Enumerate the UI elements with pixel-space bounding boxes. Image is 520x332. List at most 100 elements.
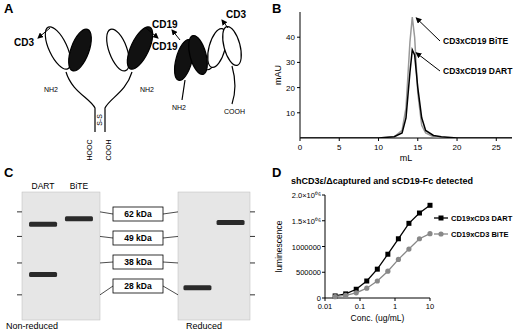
x-axis-label: mL <box>400 153 413 163</box>
y-tick <box>322 246 325 247</box>
x-tick-label: 15 <box>413 143 422 152</box>
panel-b: 051015202510203040mLmAUCD3xCD19 BiTECD3x… <box>273 12 513 163</box>
chart-title: shCD3ε/Δcaptured and sCD19-Fc detected <box>291 176 473 186</box>
x-tick <box>378 138 379 141</box>
x-tick-label: 25 <box>492 143 501 152</box>
y-tick <box>297 87 300 88</box>
y-tick <box>322 298 325 299</box>
chain <box>232 66 235 104</box>
point <box>417 211 422 216</box>
y-tick <box>322 195 325 196</box>
point <box>333 294 338 299</box>
arrow <box>38 28 50 38</box>
marker-box <box>113 231 163 245</box>
y-tick-label: 20 <box>286 84 295 93</box>
x-tick-label: 5 <box>337 143 342 152</box>
point <box>385 252 390 257</box>
domain <box>219 25 245 68</box>
point <box>406 221 411 226</box>
panel-letter: C <box>4 165 14 180</box>
y-axis-label: luminescence <box>274 220 284 272</box>
band <box>217 220 245 225</box>
legend-marker <box>438 231 443 236</box>
gel-label: Reduced <box>186 321 222 331</box>
panel-c: Non-reducedReducedDARTBiTE62 kDa49 kDa38… <box>6 181 255 331</box>
x-tick <box>339 138 340 141</box>
chain <box>66 72 95 132</box>
label: CD19 <box>152 41 178 52</box>
marker-tick <box>250 262 255 263</box>
marker-tick <box>17 236 22 237</box>
x-tick-label: 1 <box>393 302 397 311</box>
annotation-arrow <box>416 53 440 71</box>
y-tick <box>297 62 300 63</box>
marker-connector <box>163 286 178 295</box>
label: NH2 <box>140 86 154 93</box>
band <box>29 272 57 277</box>
point <box>417 236 422 241</box>
label: CD3 <box>226 9 246 20</box>
y-tick <box>322 272 325 273</box>
lane-label: DART <box>32 181 55 191</box>
point <box>375 267 380 272</box>
panel-a: CD3CD19NH2NH2S-SHOOCCOOHCD19CD3NH2COOH <box>14 9 246 161</box>
x-axis <box>325 298 430 299</box>
label: CD3 <box>14 37 34 48</box>
series-annotation: CD3xCD19 BiTE <box>443 36 509 46</box>
point <box>364 286 369 291</box>
x-tick <box>300 138 301 141</box>
marker-connector <box>100 262 113 264</box>
marker-connector <box>100 236 113 238</box>
x-tick <box>430 298 431 301</box>
panel-letter: D <box>272 165 281 180</box>
arrow <box>172 30 180 40</box>
panel-d: shCD3ε/Δcaptured and sCD19-Fc detected0.… <box>274 176 513 323</box>
lane-label: BiTE <box>70 181 89 191</box>
panel-letter: B <box>272 1 281 16</box>
label: CD19 <box>152 19 178 30</box>
plot-data <box>300 17 512 138</box>
series-line <box>300 17 512 138</box>
domain <box>185 34 211 77</box>
marker-connector <box>163 262 178 264</box>
x-tick <box>417 138 418 141</box>
label: HOOC <box>86 140 93 161</box>
marker-box <box>113 279 163 293</box>
y-tick <box>322 220 325 221</box>
gel-label: Non-reduced <box>6 321 58 331</box>
x-tick-label: 0 <box>298 143 303 152</box>
marker-label: 62 kDa <box>124 209 152 219</box>
y-tick-label: 1.5×10⁰⁶ <box>292 217 321 226</box>
label: COOH <box>224 108 245 115</box>
marker-tick <box>17 294 22 295</box>
y-tick-label: 30 <box>286 58 295 67</box>
x-tick-label: 10 <box>426 302 434 311</box>
figure: ABCDCD3CD19NH2NH2S-SHOOCCOOHCD19CD3NH2CO… <box>0 0 520 332</box>
marker-tick <box>250 294 255 295</box>
y-tick-label: 1000000 <box>292 243 321 252</box>
y-tick-label: 10 <box>286 109 295 118</box>
band <box>183 285 211 290</box>
legend-marker <box>439 216 444 221</box>
x-axis-label: Conc. (ug/mL) <box>351 313 405 323</box>
band <box>65 216 93 221</box>
point <box>385 269 390 274</box>
point <box>428 203 433 208</box>
band <box>29 222 57 227</box>
legend-label: CD19xCD3 BiTE <box>451 230 509 239</box>
marker-tick <box>17 211 22 212</box>
point <box>364 279 369 284</box>
marker-connector <box>163 212 178 214</box>
y-tick <box>297 37 300 38</box>
chain <box>182 80 185 100</box>
y-tick-label: 2.0×10⁰⁶ <box>292 191 321 200</box>
plot-data <box>333 203 433 300</box>
x-tick-label: 10 <box>374 143 383 152</box>
arrow <box>222 20 228 28</box>
point <box>406 246 411 251</box>
annotation-arrow <box>416 18 440 41</box>
x-tick <box>360 298 361 301</box>
marker-tick <box>250 211 255 212</box>
marker-label: 49 kDa <box>124 233 152 243</box>
marker-connector <box>163 236 178 238</box>
